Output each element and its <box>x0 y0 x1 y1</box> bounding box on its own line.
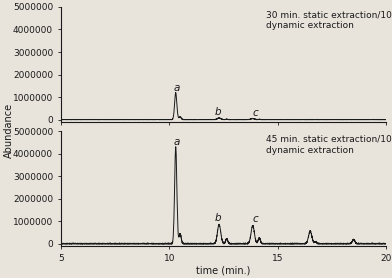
Text: 45 min. static extraction/10 min.
dynamic extraction: 45 min. static extraction/10 min. dynami… <box>266 135 392 155</box>
Text: b: b <box>215 213 221 223</box>
Text: a: a <box>174 83 180 93</box>
Text: Abundance: Abundance <box>4 103 14 158</box>
Text: c: c <box>252 214 258 224</box>
Text: a: a <box>174 136 180 147</box>
X-axis label: time (min.): time (min.) <box>196 265 250 275</box>
Text: 30 min. static extraction/10 min.
dynamic extraction: 30 min. static extraction/10 min. dynami… <box>266 10 392 31</box>
Text: c: c <box>252 108 258 118</box>
Text: b: b <box>215 107 221 117</box>
